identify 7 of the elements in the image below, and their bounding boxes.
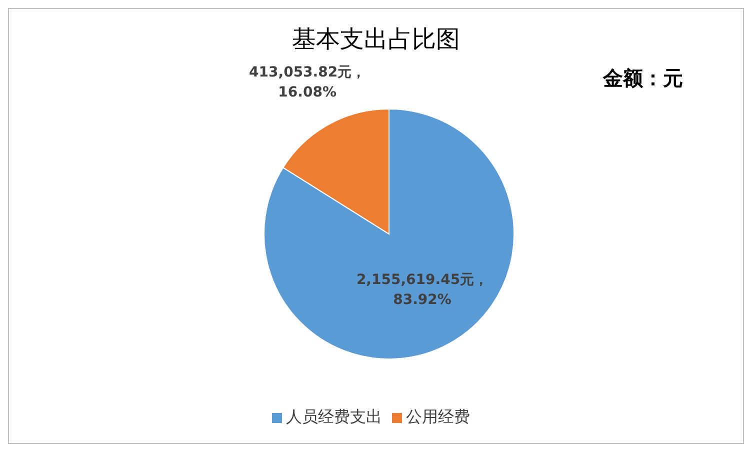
legend-label: 公用经费 xyxy=(406,407,470,426)
data-label: 2,155,619.45元， 83.92% xyxy=(356,272,488,308)
chart-title: 基本支出占比图 xyxy=(291,24,461,55)
data-label: 413,053.82元， 16.08% xyxy=(249,64,366,100)
legend-label: 人员经费支出 xyxy=(286,407,382,426)
pie-slice xyxy=(264,108,514,360)
text: 金额：元 xyxy=(603,65,683,92)
